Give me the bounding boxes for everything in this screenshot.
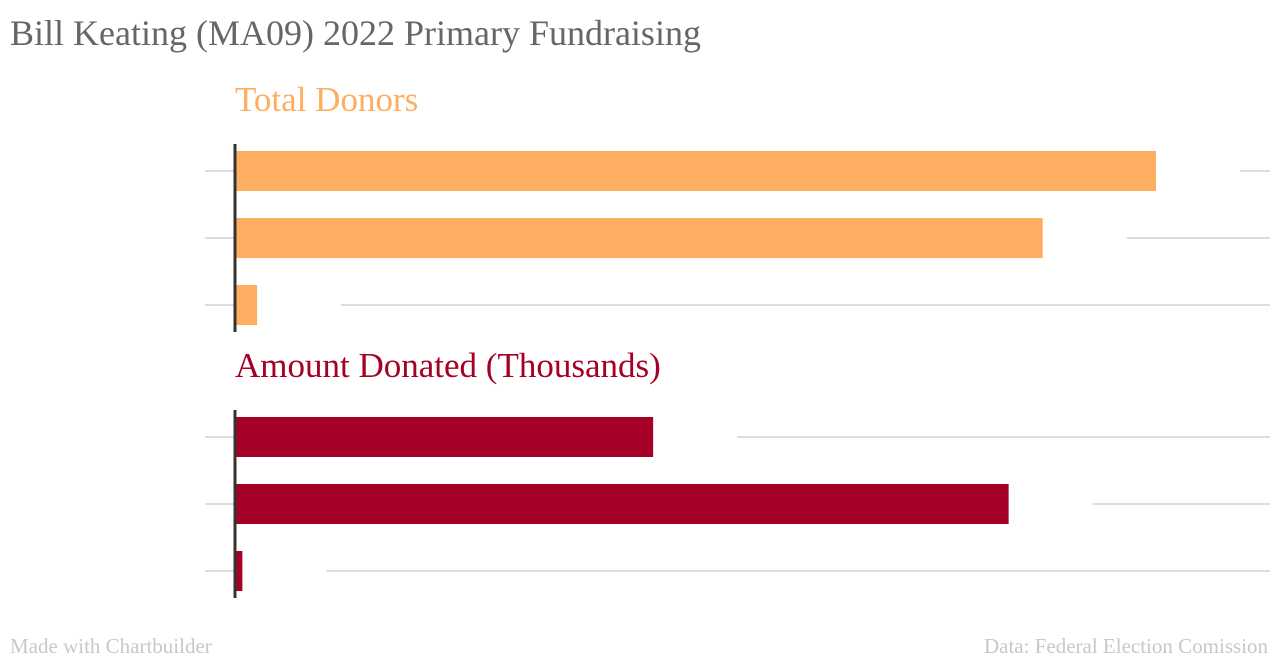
bar (235, 218, 1043, 258)
panel-total-donors (205, 144, 1270, 332)
bar (235, 285, 258, 325)
chart-title: Bill Keating (MA09) 2022 Primary Fundrai… (10, 13, 701, 53)
credit-text: Made with Chartbuilder (10, 634, 212, 658)
source-text: Data: Federal Election Comission (983, 634, 1268, 658)
bar (235, 484, 1009, 524)
panel-title-amount-donated: Amount Donated (Thousands) (235, 346, 661, 385)
bar (235, 151, 1156, 191)
panel-title-total-donors: Total Donors (235, 80, 419, 119)
panel-amount-donated (205, 410, 1270, 598)
bar (235, 551, 243, 591)
bar (235, 417, 654, 457)
